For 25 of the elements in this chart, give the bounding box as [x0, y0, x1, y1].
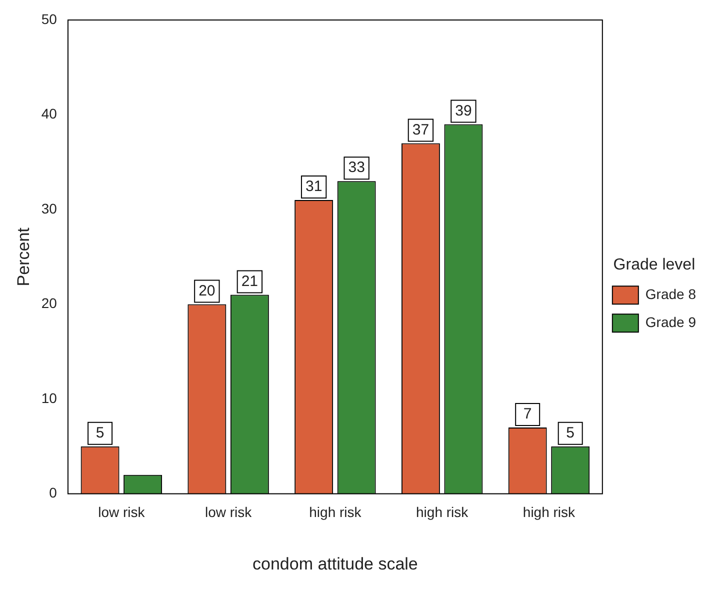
data-label: 39	[455, 102, 472, 120]
y-tick-label: 40	[41, 106, 58, 122]
y-tick-label: 20	[41, 295, 58, 312]
data-label: 20	[198, 282, 216, 300]
data-label: 7	[523, 406, 532, 423]
data-label: 31	[305, 178, 322, 196]
data-label: 37	[412, 121, 430, 138]
x-axis-title: condom attitude scale	[252, 554, 418, 574]
x-tick-label: low risk	[204, 504, 253, 520]
y-tick-label: 50	[41, 10, 58, 27]
legend-title: Grade level	[613, 256, 696, 274]
data-label: 21	[241, 272, 258, 290]
x-tick-label: high risk	[522, 504, 576, 520]
data-label: 33	[348, 159, 365, 176]
y-axis-title: Percent	[14, 227, 33, 286]
data-label: 5	[96, 424, 104, 442]
y-tick-label: 30	[41, 200, 58, 216]
legend-label: Grade 9	[645, 314, 696, 330]
x-tick-label: high risk	[416, 504, 470, 520]
x-tick-label: high risk	[309, 504, 362, 520]
y-tick-label: 0	[49, 484, 58, 501]
y-tick-label: 10	[41, 390, 58, 406]
data-label: 5	[566, 424, 575, 442]
legend-label: Grade 8	[645, 286, 696, 302]
x-tick-label: low risk	[98, 504, 146, 520]
